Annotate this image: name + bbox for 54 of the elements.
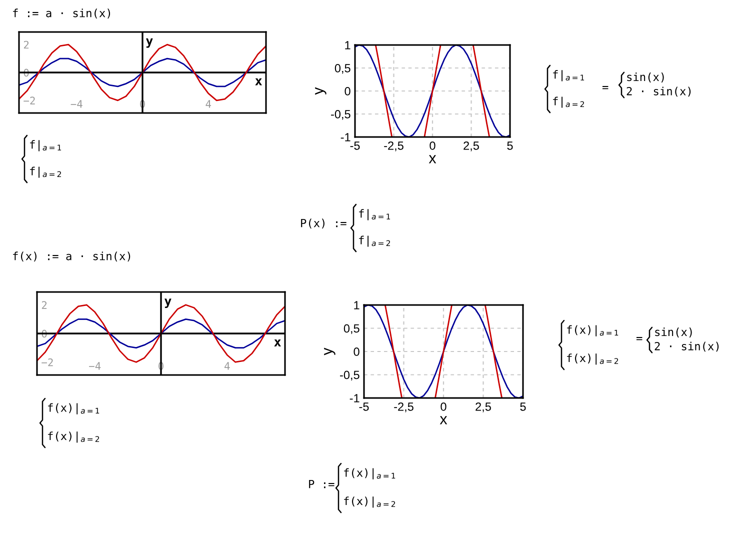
x-tick-label: 4 — [206, 100, 212, 108]
line-series — [355, 45, 510, 137]
x-axis-title: x — [428, 155, 436, 164]
line-series — [37, 318, 285, 349]
y-tick-label: 1 — [345, 41, 350, 50]
x-tick-label: −4 — [70, 100, 82, 108]
y-axis-title: y — [164, 298, 172, 308]
y-tick-label: 0,5 — [334, 64, 350, 74]
x-tick-label: 0 — [430, 141, 436, 150]
text: f(x)|$_{a=1}$ f(x)|$_{a=2}$ — [567, 325, 618, 365]
line-series — [19, 58, 266, 88]
x-tick-label: −4 — [89, 362, 101, 370]
y-axis-title: y — [315, 87, 326, 95]
x-tick-label: 0 — [440, 402, 446, 411]
x-tick-label: -5 — [359, 402, 369, 411]
text: = — [602, 86, 608, 90]
x-tick-label: 4 — [224, 362, 230, 370]
text: P(x) := — [301, 218, 346, 229]
x-tick-label: -5 — [350, 142, 360, 150]
y-tick-label: -1 — [350, 394, 360, 402]
text: f|$_{a=1}$ f|$_{a=2}$ — [30, 140, 62, 178]
text: sin(x) 2 · sin(x) — [626, 72, 691, 97]
x-tick-label: 5 — [507, 142, 513, 150]
x-tick-label: -2,5 — [384, 141, 404, 152]
text: f|$_{a=1}$ f|$_{a=2}$ — [359, 209, 390, 247]
y-tick-label: 2 — [24, 40, 29, 49]
text: f(x)|$_{a=1}$ f(x)|$_{a=2}$ — [48, 403, 100, 443]
x-axis-title: x — [255, 78, 262, 86]
y-tick-label: -0,5 — [340, 370, 360, 381]
x-tick-label: -2,5 — [394, 402, 414, 412]
y-tick-label: 1 — [354, 301, 360, 310]
x-tick-label: 2,5 — [464, 141, 479, 152]
y-tick-label: 0,5 — [344, 324, 360, 334]
y-tick-label: 0 — [344, 87, 350, 96]
text: sin(x) 2 · sin(x) — [654, 328, 719, 352]
line-series — [364, 305, 523, 398]
text: f|$_{a=1}$ f|$_{a=2}$ — [553, 70, 584, 108]
y-tick-label: −2 — [42, 358, 53, 366]
y-tick-label: -0,5 — [331, 110, 350, 120]
y-axis-title: y — [324, 348, 336, 356]
x-tick-label: 2,5 — [476, 402, 491, 412]
y-tick-label: 2 — [42, 301, 47, 309]
text: f(x) := a · sin(x) — [13, 252, 130, 262]
text: f := a · sin(x) — [13, 8, 110, 19]
y-tick-label: 0 — [354, 348, 360, 356]
text: P := — [309, 480, 334, 488]
text: f(x)|$_{a=1}$ f(x)|$_{a=2}$ — [344, 468, 396, 508]
y-tick-label: -1 — [340, 133, 350, 142]
x-tick-label: 5 — [520, 402, 526, 411]
x-axis-title: x — [440, 416, 448, 424]
text: = — [636, 337, 642, 340]
x-axis-title: x — [274, 339, 281, 346]
y-axis-title: y — [146, 38, 153, 48]
y-tick-label: −2 — [24, 96, 35, 104]
